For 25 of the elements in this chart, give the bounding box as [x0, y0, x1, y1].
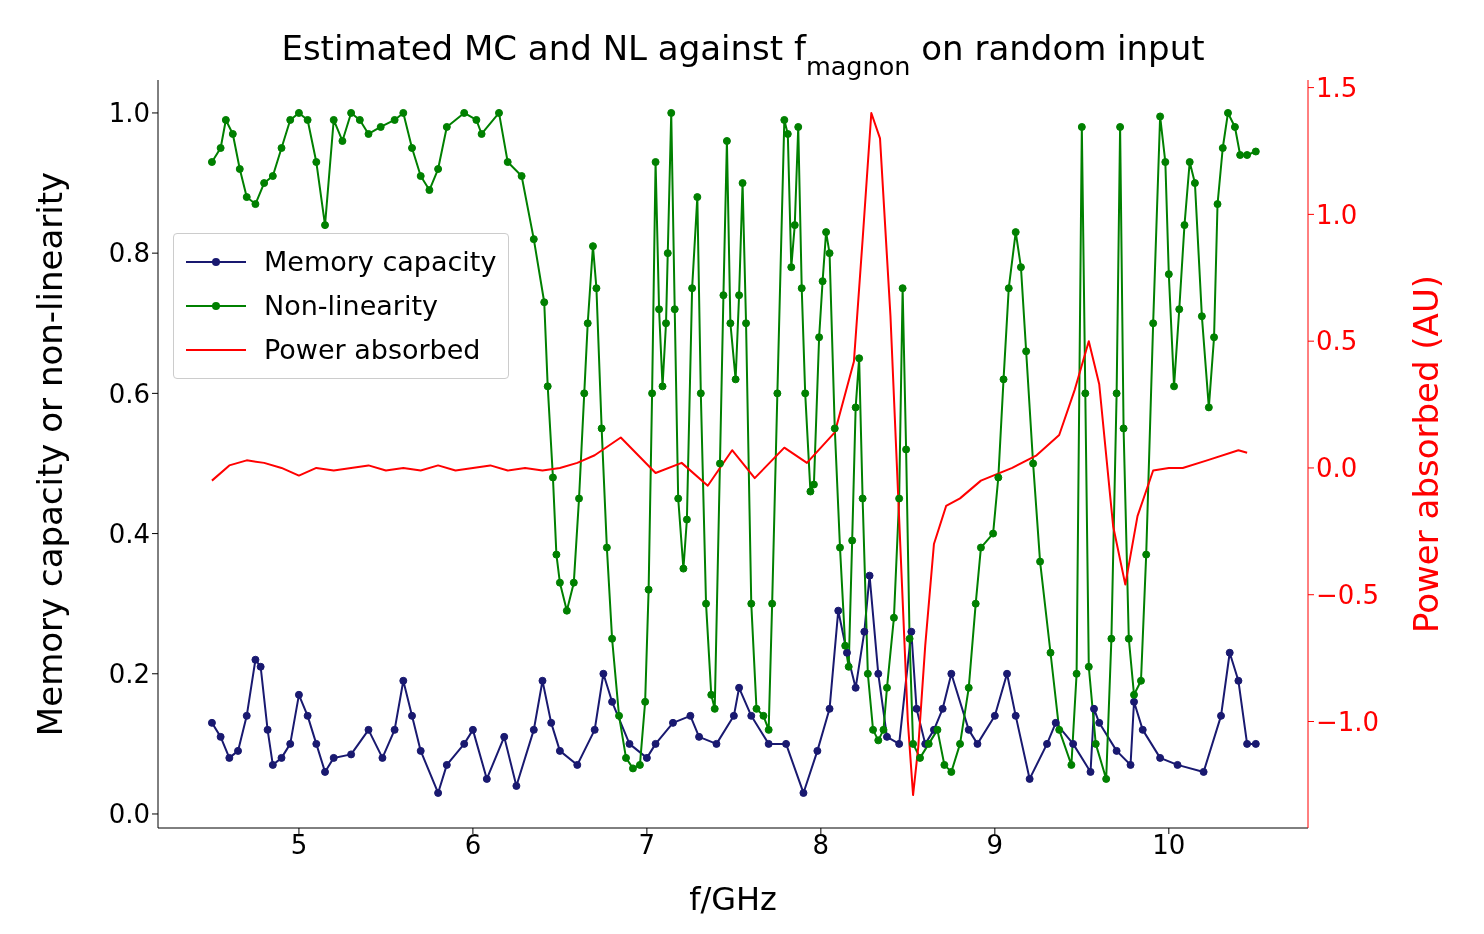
- y-tick-label: 0.6: [108, 378, 150, 409]
- legend-label: Power absorbed: [264, 333, 481, 367]
- y-tick-label: 0.4: [108, 518, 150, 549]
- y2-tick-label: 0.5: [1316, 326, 1358, 357]
- chart-title: Estimated MC and NL against f$_{magnon}$ on random input: [281, 28, 1205, 81]
- x-tick-label: 5: [290, 830, 308, 861]
- y2-axis-title: Power absorbed (AU): [1406, 274, 1447, 634]
- y-tick-label: 0.2: [108, 659, 150, 689]
- x-tick-label: 10: [1152, 830, 1186, 861]
- x-tick-label: 6: [464, 830, 482, 861]
- y-tick-label: 0.8: [108, 238, 150, 269]
- x-tick-label: 9: [986, 830, 1004, 861]
- y-axis-title: Memory capacity or non-linearity: [30, 171, 71, 737]
- y-tick-label: 0.0: [108, 799, 150, 830]
- y2-tick-label: 0.0: [1316, 453, 1358, 484]
- x-axis-title: f/GHz: [689, 880, 777, 918]
- y2-tick-label: 1.5: [1316, 72, 1358, 103]
- y2-tick-label: −1.0: [1316, 706, 1380, 737]
- legend-label: Memory capacity: [264, 245, 497, 279]
- y2-tick-label: 1.0: [1316, 199, 1358, 230]
- y-tick-label: 1.0: [108, 98, 150, 129]
- x-tick-label: 8: [812, 830, 830, 861]
- legend-label: Non-linearity: [264, 289, 439, 323]
- y2-tick-label: −0.5: [1316, 579, 1380, 610]
- x-tick-label: 7: [638, 830, 656, 861]
